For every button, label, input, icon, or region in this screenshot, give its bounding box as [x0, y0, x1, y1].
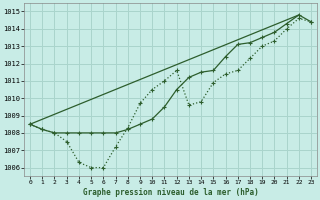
X-axis label: Graphe pression niveau de la mer (hPa): Graphe pression niveau de la mer (hPa)	[83, 188, 259, 197]
